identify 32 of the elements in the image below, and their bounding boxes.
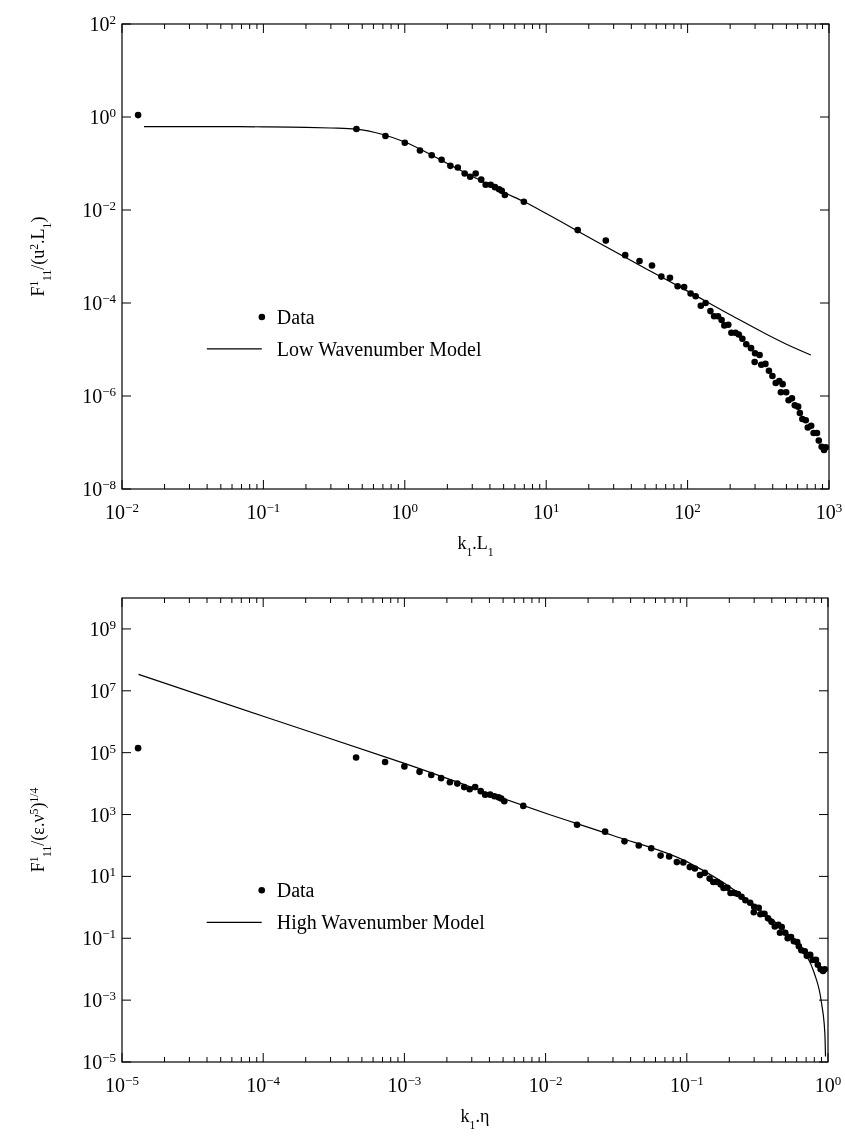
y-tick-label: 10$^{1}$ xyxy=(89,863,116,888)
x-tick-label: 10$^{−2}$ xyxy=(105,499,139,523)
y-tick-label: 10$^{7}$ xyxy=(89,678,117,702)
y-tick-label: 10$^{−8}$ xyxy=(82,476,116,500)
x-tick-label: 10$^{0}$ xyxy=(814,1072,842,1096)
legend-label: Data xyxy=(276,879,315,902)
y-tick-label: 10$^{3}$ xyxy=(89,802,116,826)
y-tick-label: 10$^{5}$ xyxy=(89,740,116,764)
legend-label: High Wavenumber Model xyxy=(276,911,486,935)
y-tick-label: 10$^{−4}$ xyxy=(82,290,117,314)
x-tick-label: 10$^{1}$ xyxy=(532,499,560,523)
legend-label: Low Wavenumber Model xyxy=(276,337,482,360)
y-tick-label: 10$^{0}$ xyxy=(89,104,116,128)
x-tick-label: 10$^{−5}$ xyxy=(105,1072,139,1096)
x-tick-label: 10$^{−3}$ xyxy=(387,1072,422,1096)
y-tick-label: 10$^{−6}$ xyxy=(82,383,117,407)
y-tick-label: 10$^{−1}$ xyxy=(82,925,116,950)
y-tick-label: 10$^{−2}$ xyxy=(82,197,116,221)
y-tick-label: 10$^{−5}$ xyxy=(82,1049,116,1073)
y-tick-label: 10$^{−3}$ xyxy=(82,987,116,1012)
x-tick-label: 10$^{2}$ xyxy=(674,499,701,523)
x-tick-label: 10$^{−2}$ xyxy=(528,1072,563,1096)
x-axis-title: k$_{1}$.η xyxy=(460,1106,490,1132)
y-tick-label: 10$^{2}$ xyxy=(89,11,116,35)
x-axis-title: k$_{1}$.L$_{1}$ xyxy=(457,533,494,559)
legend-label: Data xyxy=(276,305,315,328)
x-tick-label: 10$^{−1}$ xyxy=(246,499,281,523)
x-tick-label: 10$^{0}$ xyxy=(391,499,419,523)
x-tick-label: 10$^{3}$ xyxy=(815,499,843,523)
x-tick-label: 10$^{−4}$ xyxy=(246,1072,281,1096)
x-tick-label: 10$^{−1}$ xyxy=(669,1072,704,1096)
y-tick-label: 10$^{9}$ xyxy=(89,616,116,640)
